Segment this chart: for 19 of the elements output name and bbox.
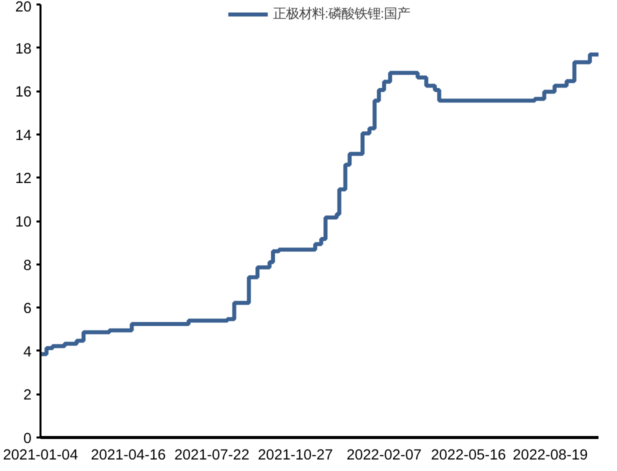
y-tick-label: 12 (15, 171, 32, 188)
x-tick-label: 2022-02-07 (346, 448, 422, 464)
y-tick-label: 18 (15, 41, 32, 58)
x-tick-label: 2021-10-27 (258, 448, 333, 464)
x-tick-label: 2022-08-19 (512, 448, 588, 464)
y-tick-label: 6 (23, 301, 32, 318)
y-tick-label: 14 (15, 128, 32, 144)
y-tick-label: 2 (23, 388, 32, 404)
x-tick-label: 2021-07-22 (174, 448, 250, 464)
y-tick-label: 16 (15, 84, 32, 101)
x-tick-label: 2021-04-16 (90, 448, 166, 464)
y-tick-label: 10 (15, 214, 32, 230)
legend-label: 正极材料:磷酸铁锂:国产 (272, 5, 410, 23)
x-tick-label: 2022-05-16 (430, 448, 506, 464)
y-tick-label: 8 (23, 258, 32, 274)
x-tick-label: 2021-01-04 (3, 448, 78, 464)
y-tick-label: 4 (23, 344, 32, 360)
y-tick-label: 20 (15, 0, 32, 16)
y-tick-label: 0 (23, 431, 32, 447)
